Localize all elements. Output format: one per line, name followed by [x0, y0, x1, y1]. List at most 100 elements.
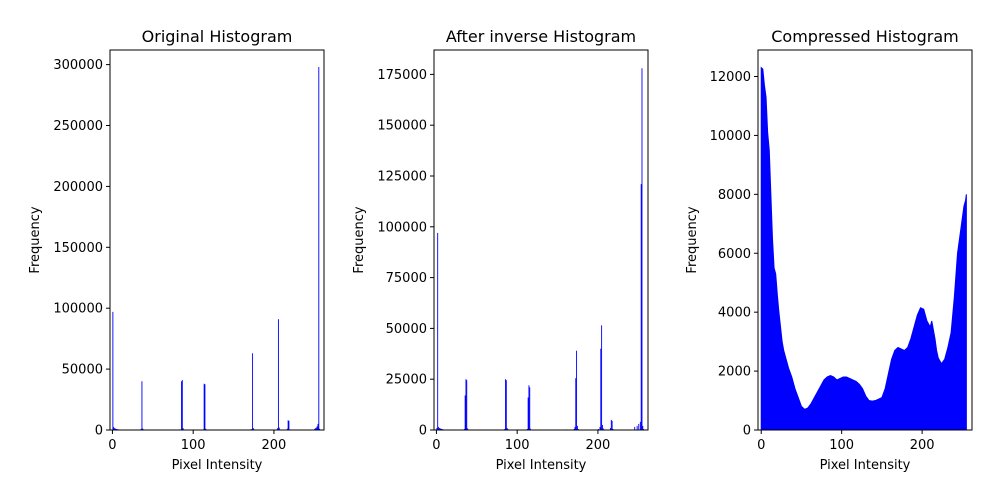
histogram-bar: [277, 428, 279, 430]
histogram-bar: [287, 420, 289, 430]
chart-panel: 0 100 200 0 50000 100000 150000 200000 250000 300…: [28, 27, 325, 473]
histogram-bar: [601, 424, 603, 430]
histogram-bar: [601, 325, 603, 430]
histogram-bar: [204, 384, 206, 430]
x-axis-label: Pixel Intensity: [172, 458, 263, 473]
histogram-bar: [181, 381, 182, 430]
histogram-bar: [316, 426, 318, 430]
histogram-bar: [505, 380, 507, 430]
histogram-bar: [315, 428, 317, 430]
histogram-bar: [575, 378, 577, 430]
axes-frame: [109, 49, 325, 431]
x-axis-label: Pixel Intensity: [496, 458, 587, 473]
histogram-bar: [602, 428, 604, 430]
histogram-bar: [526, 428, 528, 430]
histogram-bar: [610, 427, 611, 430]
histogram-bar: [112, 311, 114, 430]
x-tick-label: 100: [505, 438, 530, 453]
histogram-bar: [114, 428, 115, 430]
y-tick-label: 0: [95, 424, 103, 439]
histogram-bar: [438, 426, 439, 430]
y-tick-label: 175000: [377, 68, 427, 83]
histogram-bar: [643, 428, 645, 430]
histogram-bar: [642, 425, 644, 430]
histogram-bar: [640, 184, 642, 430]
y-tick-label: 150000: [377, 119, 427, 134]
histogram-bar: [610, 419, 612, 430]
chart-panel: 0 100 200020004000600080001000012000Compre…: [685, 27, 973, 473]
histogram-bar: [315, 427, 317, 430]
histogram-bar: [439, 428, 441, 430]
histogram-bar: [181, 380, 183, 430]
histogram-bar: [506, 427, 508, 430]
histogram-bar: [505, 379, 506, 430]
chart-title: Compressed Histogram: [771, 27, 959, 46]
y-axis-label: Frequency: [28, 206, 43, 273]
histogram-bar: [641, 68, 643, 430]
histogram-bar: [437, 232, 439, 430]
y-tick-label: 150000: [53, 241, 103, 256]
y-tick-label: 10000: [710, 129, 751, 144]
histogram-bar: [318, 67, 320, 431]
histogram-bar: [436, 427, 438, 430]
histogram-bar: [504, 428, 506, 430]
histogram-bar: [576, 425, 578, 430]
histogram-bar: [140, 428, 142, 430]
histogram-bar: [597, 428, 599, 430]
histogram-bar: [441, 428, 443, 430]
x-tick-label: 200: [586, 438, 611, 453]
y-tick-label: 50000: [62, 363, 103, 378]
y-tick-label: 200000: [53, 180, 103, 195]
histogram-bar: [612, 428, 614, 430]
histogram-bar: [286, 428, 288, 430]
y-tick-label: 100000: [377, 220, 427, 235]
histogram-bar: [182, 428, 184, 430]
y-tick-label: 8000: [718, 188, 751, 203]
x-axis-label: Pixel Intensity: [820, 458, 911, 473]
y-tick-label: 2000: [718, 365, 751, 380]
histogram-bar: [527, 397, 529, 430]
histogram-bar: [115, 428, 117, 430]
y-tick-label: 300000: [53, 58, 103, 73]
histogram-bar: [574, 426, 576, 430]
histogram-bar: [573, 428, 575, 430]
y-tick-label: 12000: [710, 70, 751, 85]
histogram-bar: [113, 426, 115, 430]
x-tick-label: 0: [108, 438, 116, 453]
histogram-bar: [528, 385, 530, 430]
histogram-bar: [636, 425, 638, 430]
histogram-bar: [141, 381, 143, 430]
histogram-area: [760, 66, 967, 431]
histogram-bar: [529, 387, 531, 430]
axes-frame: [757, 49, 973, 431]
histogram-bar: [277, 319, 279, 430]
histogram-bar: [440, 428, 442, 430]
histogram-bar: [205, 428, 207, 430]
histogram-bar: [465, 379, 467, 430]
histogram-bar: [142, 428, 144, 430]
y-tick-label: 25000: [386, 373, 427, 388]
histogram-bar: [467, 428, 469, 430]
y-axis-label: Frequency: [685, 206, 700, 273]
histogram-bar: [634, 426, 636, 430]
histogram-bar: [252, 353, 254, 430]
x-tick-label: 100: [181, 438, 206, 453]
y-tick-label: 50000: [386, 322, 427, 337]
x-tick-label: 0: [757, 438, 765, 453]
axes-frame: [433, 49, 649, 431]
x-tick-label: 200: [262, 438, 287, 453]
chart-title: After inverse Histogram: [446, 27, 636, 46]
y-tick-label: 250000: [53, 119, 103, 134]
histogram-bar: [611, 420, 613, 430]
histogram-bar: [288, 420, 290, 430]
histogram-bar: [278, 427, 280, 430]
x-tick-label: 0: [432, 438, 440, 453]
y-axis-label: Frequency: [352, 206, 367, 273]
histogram-bar: [638, 423, 640, 430]
histogram-bar: [252, 428, 254, 430]
histogram-bar: [600, 348, 602, 430]
histogram-bar: [576, 350, 578, 430]
y-tick-label: 4000: [718, 306, 751, 321]
y-tick-label: 75000: [386, 271, 427, 286]
